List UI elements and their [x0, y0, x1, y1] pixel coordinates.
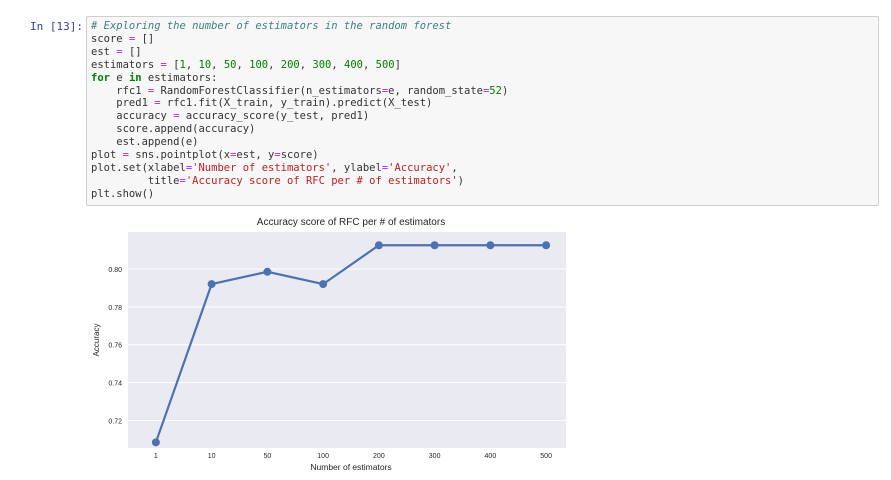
code-line-13: title='Accuracy score of RFC per # of es… [91, 174, 464, 187]
data-point [151, 438, 160, 447]
x-tick-label: 400 [485, 453, 497, 460]
y-axis-label: Accuracy [92, 324, 101, 357]
code-line-5: for e in estimators: [91, 71, 218, 84]
grid-lines [128, 268, 574, 422]
code-line-2: score = [] [91, 32, 155, 45]
y-tick-label: 0.78 [108, 305, 122, 312]
code-line-1: # Exploring the number of estimators in … [91, 20, 451, 32]
code-line-3: est = [] [91, 45, 142, 58]
data-point [319, 280, 328, 289]
data-point [263, 267, 272, 276]
plot-area [128, 232, 574, 448]
y-tick-label: 0.76 [108, 343, 122, 350]
code-cell[interactable]: # Exploring the number of estimators in … [86, 16, 879, 206]
x-axis-label: Number of estimators [310, 462, 391, 472]
output-area: Accuracy score of RFC per # of estimator… [86, 208, 574, 480]
y-tick-label: 0.74 [108, 381, 122, 388]
y-tick-labels: 0.72 0.74 0.76 0.78 0.80 [108, 267, 122, 426]
code-line-14: plt.show() [91, 187, 155, 200]
code-line-4: estimators = [1, 10, 50, 100, 200, 300, … [91, 58, 401, 71]
x-tick-label: 300 [429, 453, 441, 460]
x-tick-label: 10 [208, 453, 216, 460]
data-point [374, 241, 383, 250]
x-tick-label: 1 [154, 453, 158, 460]
cell-prompt: In [13]: [30, 20, 83, 33]
x-tick-label: 200 [373, 453, 385, 460]
code-line-6: rfc1 = RandomForestClassifier(n_estimato… [91, 84, 509, 97]
x-tick-label: 500 [540, 453, 552, 460]
x-tick-label: 100 [317, 453, 329, 460]
data-point [430, 241, 439, 250]
code-line-7: pred1 = rfc1.fit(X_train, y_train).predi… [91, 97, 433, 110]
series-line [154, 244, 547, 443]
code-line-12: plot.set(xlabel='Number of estimators', … [91, 161, 458, 174]
code-editor[interactable]: # Exploring the number of estimators in … [91, 20, 508, 201]
code-line-11: plot = sns.pointplot(x=est, y=score) [91, 149, 319, 162]
chart-title: Accuracy score of RFC per # of estimator… [257, 217, 445, 228]
accuracy-pointplot: Accuracy score of RFC per # of estimator… [92, 217, 574, 472]
x-tick-labels: 1 10 50 100 200 300 400 500 [154, 453, 552, 460]
code-line-10: est.append(e) [91, 136, 199, 149]
data-point [207, 280, 216, 289]
y-tick-label: 0.80 [108, 267, 122, 274]
code-line-9: score.append(accuracy) [91, 123, 256, 136]
code-comment: # Exploring the number of estimators in … [91, 20, 452, 32]
series-points [151, 241, 551, 447]
data-point [486, 241, 495, 250]
code-line-8: accuracy = accuracy_score(y_test, pred1) [91, 110, 370, 123]
y-tick-label: 0.72 [108, 419, 122, 426]
x-tick-label: 50 [263, 453, 271, 460]
data-point [542, 241, 551, 250]
